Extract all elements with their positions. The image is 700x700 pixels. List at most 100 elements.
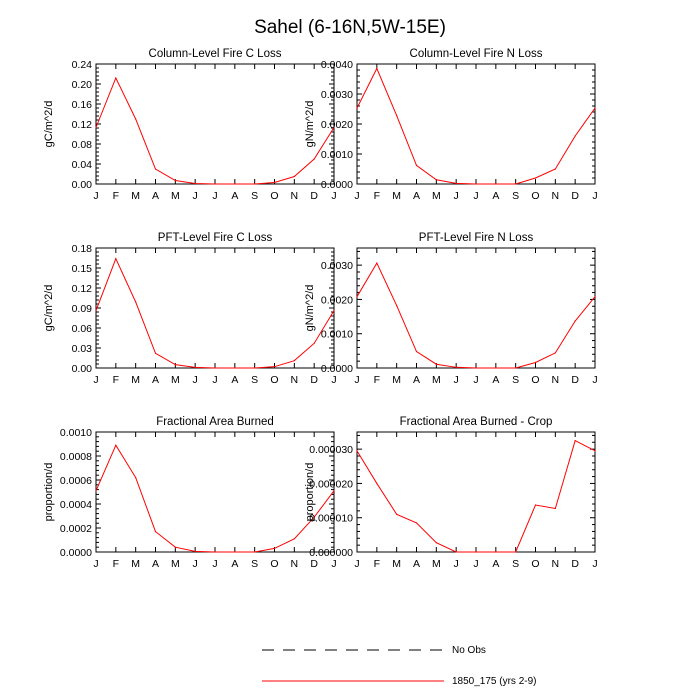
data-point (214, 183, 216, 185)
data-point (234, 551, 236, 553)
data-point (293, 175, 295, 178)
data-point (554, 507, 556, 510)
data-point (356, 450, 358, 452)
y-tick-label: 0.16 (72, 99, 93, 111)
y-tick-label: 0.0000 (321, 179, 353, 191)
x-tick-label: O (531, 558, 539, 570)
data-point (174, 364, 176, 366)
y-axis-label: gN/m^2/d (304, 101, 316, 148)
panel-title: PFT-Level Fire C Loss (158, 232, 273, 244)
x-tick-label: S (512, 558, 519, 570)
y-tick-label: 0.0010 (321, 329, 353, 341)
x-tick-label: N (552, 374, 560, 386)
data-point (293, 360, 295, 362)
x-tick-label: O (270, 190, 278, 202)
data-point (234, 367, 236, 369)
x-tick-label: M (171, 558, 180, 570)
x-tick-label: J (193, 558, 198, 570)
legend-label-model: 1850_175 (yrs 2-9) (452, 676, 537, 687)
y-tick-label: 0.0010 (321, 149, 353, 161)
panel-title: Column-Level Fire N Loss (410, 48, 543, 60)
data-point (293, 538, 295, 540)
y-tick-label: 0.06 (72, 323, 93, 335)
data-point (313, 342, 315, 344)
y-tick-label: 0.03 (72, 343, 93, 355)
x-tick-label: N (291, 558, 299, 570)
data-point (234, 183, 236, 185)
x-tick-label: J (212, 190, 217, 202)
data-point (554, 168, 556, 170)
y-tick-label: 0.04 (72, 159, 93, 171)
y-tick-label: 0.0000 (60, 547, 92, 559)
x-tick-label: A (413, 374, 420, 386)
y-tick-label: 0.000000 (309, 547, 353, 559)
y-tick-label: 0.18 (72, 243, 93, 255)
data-point (273, 547, 276, 550)
data-point (574, 135, 576, 137)
data-point (333, 126, 335, 129)
x-tick-label: J (354, 190, 359, 202)
data-point (376, 262, 378, 264)
data-point (594, 107, 596, 109)
y-tick-label: 0.0020 (321, 294, 353, 306)
x-tick-label: M (131, 374, 140, 386)
data-point (254, 367, 256, 369)
x-tick-label: J (93, 374, 98, 386)
x-tick-label: M (392, 374, 401, 386)
y-axis-label: gN/m^2/d (304, 285, 316, 332)
data-point (475, 183, 477, 185)
data-point (376, 482, 378, 485)
x-tick-label: F (374, 374, 380, 386)
data-point (515, 367, 517, 369)
data-point (194, 366, 196, 368)
data-point (154, 531, 157, 533)
x-tick-label: F (374, 190, 380, 202)
data-point (495, 551, 497, 553)
data-point (135, 477, 137, 479)
x-tick-label: J (354, 558, 359, 570)
data-point (154, 168, 157, 170)
x-tick-label: J (454, 190, 459, 202)
data-point (154, 352, 157, 354)
x-tick-label: D (571, 558, 579, 570)
x-tick-label: J (331, 558, 336, 570)
plot-frame (95, 247, 335, 369)
panel-title: Fractional Area Burned (156, 416, 274, 428)
x-tick-label: J (212, 558, 217, 570)
panel-6: Fractional Area Burned - Crop proportion/… (304, 416, 598, 570)
x-tick-label: J (473, 374, 478, 386)
x-tick-label: J (331, 190, 336, 202)
x-tick-label: O (270, 374, 278, 386)
data-point (495, 367, 497, 369)
data-point (574, 320, 576, 322)
x-tick-label: J (592, 190, 597, 202)
data-point (273, 366, 276, 368)
y-tick-label: 0.24 (72, 59, 93, 71)
data-point (554, 352, 556, 354)
plot-frame (356, 63, 596, 185)
panel-title: PFT-Level Fire N Loss (419, 232, 534, 244)
x-tick-label: M (432, 374, 441, 386)
x-tick-label: D (310, 190, 318, 202)
data-point (475, 367, 477, 369)
data-point (396, 305, 398, 307)
data-point (515, 551, 517, 553)
y-tick-label: 0.0040 (321, 59, 353, 71)
x-tick-label: S (512, 374, 519, 386)
legend-label-no-obs: No Obs (452, 645, 486, 656)
x-tick-label: A (492, 374, 499, 386)
x-tick-label: J (193, 190, 198, 202)
data-point (455, 366, 457, 368)
data-point (396, 513, 398, 515)
x-tick-label: J (473, 190, 478, 202)
data-point (396, 115, 398, 117)
data-point (376, 67, 378, 70)
data-point (515, 183, 517, 185)
data-point (135, 301, 137, 303)
y-axis-label: proportion/d (304, 463, 316, 522)
x-tick-label: A (413, 558, 420, 570)
y-tick-label: 0.0030 (321, 260, 353, 272)
x-tick-label: N (552, 190, 560, 202)
